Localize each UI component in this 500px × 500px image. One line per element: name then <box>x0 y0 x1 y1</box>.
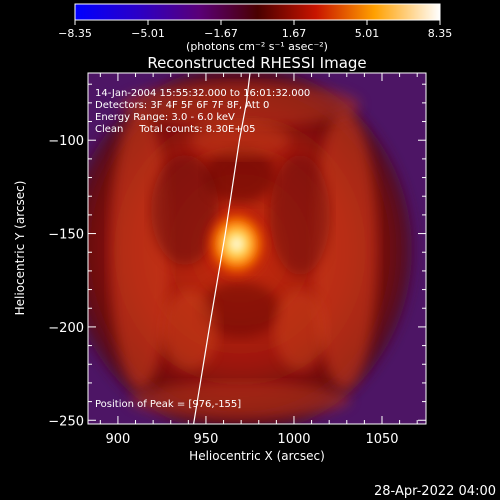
colorbar-tick-label: 1.67 <box>282 27 307 40</box>
colorbar-tick-label: −1.67 <box>204 27 238 40</box>
x-tick-label: 1050 <box>365 432 398 447</box>
y-tick-label: −250 <box>48 414 84 429</box>
chart-title: Reconstructed RHESSI Image <box>147 54 366 72</box>
x-axis-ticks: 900 950 1000 1050 <box>99 73 418 447</box>
colorbar-tick-label: −5.01 <box>131 27 165 40</box>
annotation-energy-range: Energy Range: 3.0 - 6.0 keV <box>95 112 235 123</box>
heatmap-image <box>88 73 426 424</box>
solar-limb-curve <box>193 73 251 424</box>
plot-timestamp: 28-Apr-2022 04:00 <box>374 484 496 499</box>
colorbar-ticks: −8.35 −5.01 −1.67 1.67 5.01 8.35 <box>58 20 452 40</box>
annotation-detectors: Detectors: 3F 4F 5F 6F 7F 8F, Att 0 <box>95 100 269 111</box>
annotation-total-counts: Clean Total counts: 8.30E+05 <box>95 124 255 135</box>
annotation-peak-position: Position of Peak = [976,-155] <box>95 399 241 410</box>
annotation-time-range: 14-Jan-2004 15:55:32.000 to 16:01:32.000 <box>95 88 310 99</box>
colorbar-label: (photons cm⁻² s⁻¹ asec⁻²) <box>186 40 328 53</box>
y-tick-label: −100 <box>48 134 84 149</box>
x-tick-label: 950 <box>194 432 219 447</box>
colorbar-tick-label: −8.35 <box>58 27 92 40</box>
x-tick-label: 900 <box>106 432 131 447</box>
x-axis-label: Heliocentric X (arcsec) <box>189 449 325 463</box>
x-tick-label: 1000 <box>277 432 310 447</box>
colorbar-tick-label: 5.01 <box>355 27 380 40</box>
y-tick-label: −150 <box>48 228 84 243</box>
plot-frame <box>87 72 427 425</box>
peak-source <box>202 205 271 282</box>
y-axis-ticks: −250 −200 −150 −100 <box>48 83 426 429</box>
colorbar-tick-label: 8.35 <box>428 27 453 40</box>
y-axis-label: Heliocentric Y (arcsec) <box>13 181 27 316</box>
y-tick-label: −200 <box>48 321 84 336</box>
colorbar <box>75 4 440 20</box>
